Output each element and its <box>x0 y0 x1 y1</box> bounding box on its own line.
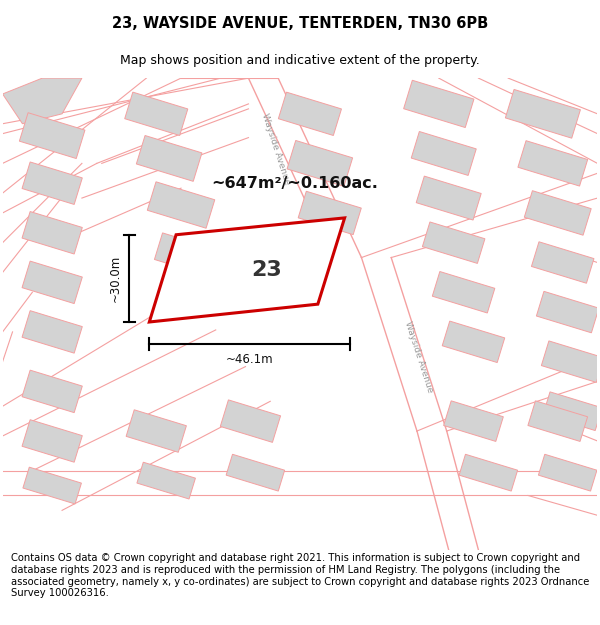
Polygon shape <box>416 176 481 220</box>
Polygon shape <box>125 92 188 136</box>
Text: Contains OS data © Crown copyright and database right 2021. This information is : Contains OS data © Crown copyright and d… <box>11 553 589 598</box>
Polygon shape <box>148 182 215 228</box>
Polygon shape <box>298 191 361 234</box>
Polygon shape <box>543 392 600 431</box>
Polygon shape <box>149 218 344 322</box>
Polygon shape <box>136 136 202 181</box>
Polygon shape <box>404 80 474 128</box>
Polygon shape <box>2 78 82 124</box>
Polygon shape <box>411 131 476 176</box>
Text: 23, WAYSIDE AVENUE, TENTERDEN, TN30 6PB: 23, WAYSIDE AVENUE, TENTERDEN, TN30 6PB <box>112 16 488 31</box>
Polygon shape <box>22 311 82 353</box>
Polygon shape <box>22 370 82 413</box>
Polygon shape <box>137 462 196 499</box>
Polygon shape <box>442 321 505 362</box>
Text: 23: 23 <box>251 260 282 280</box>
Polygon shape <box>528 401 587 441</box>
Polygon shape <box>126 410 187 452</box>
Polygon shape <box>536 291 599 332</box>
Polygon shape <box>19 112 85 159</box>
Text: Wayside Avenue: Wayside Avenue <box>403 320 435 394</box>
Polygon shape <box>422 222 485 263</box>
Polygon shape <box>226 454 284 491</box>
Polygon shape <box>22 420 82 462</box>
Polygon shape <box>524 191 591 235</box>
Polygon shape <box>220 400 281 442</box>
Text: ~647m²/~0.160ac.: ~647m²/~0.160ac. <box>211 176 377 191</box>
Polygon shape <box>22 261 82 304</box>
Polygon shape <box>433 271 495 313</box>
Polygon shape <box>538 454 597 491</box>
Polygon shape <box>22 211 82 254</box>
Polygon shape <box>532 242 594 283</box>
Polygon shape <box>154 233 218 276</box>
Text: ~46.1m: ~46.1m <box>226 353 273 366</box>
Text: Map shows position and indicative extent of the property.: Map shows position and indicative extent… <box>120 54 480 68</box>
Polygon shape <box>287 141 353 186</box>
Polygon shape <box>278 92 341 136</box>
Polygon shape <box>22 162 82 204</box>
Polygon shape <box>443 401 503 441</box>
Text: ~30.0m: ~30.0m <box>109 255 122 302</box>
Polygon shape <box>459 454 518 491</box>
Polygon shape <box>518 141 587 186</box>
Polygon shape <box>23 467 82 504</box>
Text: Wayside Avenue: Wayside Avenue <box>260 112 292 185</box>
Polygon shape <box>505 89 580 138</box>
Polygon shape <box>541 341 600 382</box>
